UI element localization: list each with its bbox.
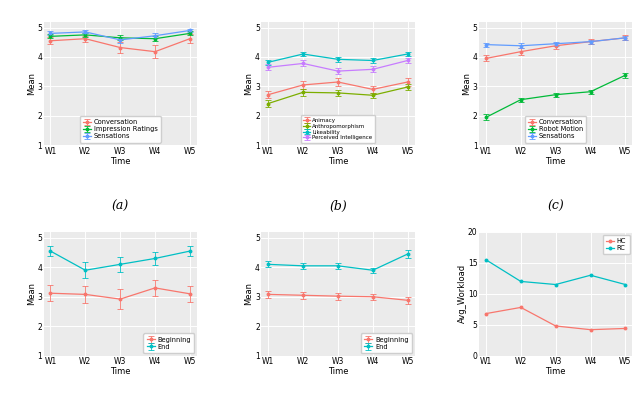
Legend: Conversation, Impression Ratings, Sensations: Conversation, Impression Ratings, Sensat… [79,116,161,143]
Y-axis label: Avg_Workload: Avg_Workload [458,264,467,323]
X-axis label: Time: Time [110,157,131,166]
Legend: Beginning, End: Beginning, End [361,333,412,353]
Y-axis label: Mean: Mean [244,72,253,95]
Y-axis label: Mean: Mean [27,72,36,95]
Y-axis label: Mean: Mean [462,72,471,95]
Y-axis label: Mean: Mean [27,282,36,305]
Y-axis label: Mean: Mean [244,282,253,305]
Legend: Beginning, End: Beginning, End [143,333,194,353]
X-axis label: Time: Time [328,157,348,166]
Legend: Animacy, Anthropomorphism, Likeability, Perceived Intelligence: Animacy, Anthropomorphism, Likeability, … [301,115,375,143]
X-axis label: Time: Time [328,367,348,376]
X-axis label: Time: Time [110,367,131,376]
Legend: Conversation, Robot Motion, Sensations: Conversation, Robot Motion, Sensations [525,116,586,143]
Text: (c): (c) [547,200,564,213]
Text: (b): (b) [329,200,347,213]
X-axis label: Time: Time [545,367,566,376]
Legend: HC, RC: HC, RC [603,235,630,254]
X-axis label: Time: Time [545,157,566,166]
Text: (a): (a) [111,200,129,213]
